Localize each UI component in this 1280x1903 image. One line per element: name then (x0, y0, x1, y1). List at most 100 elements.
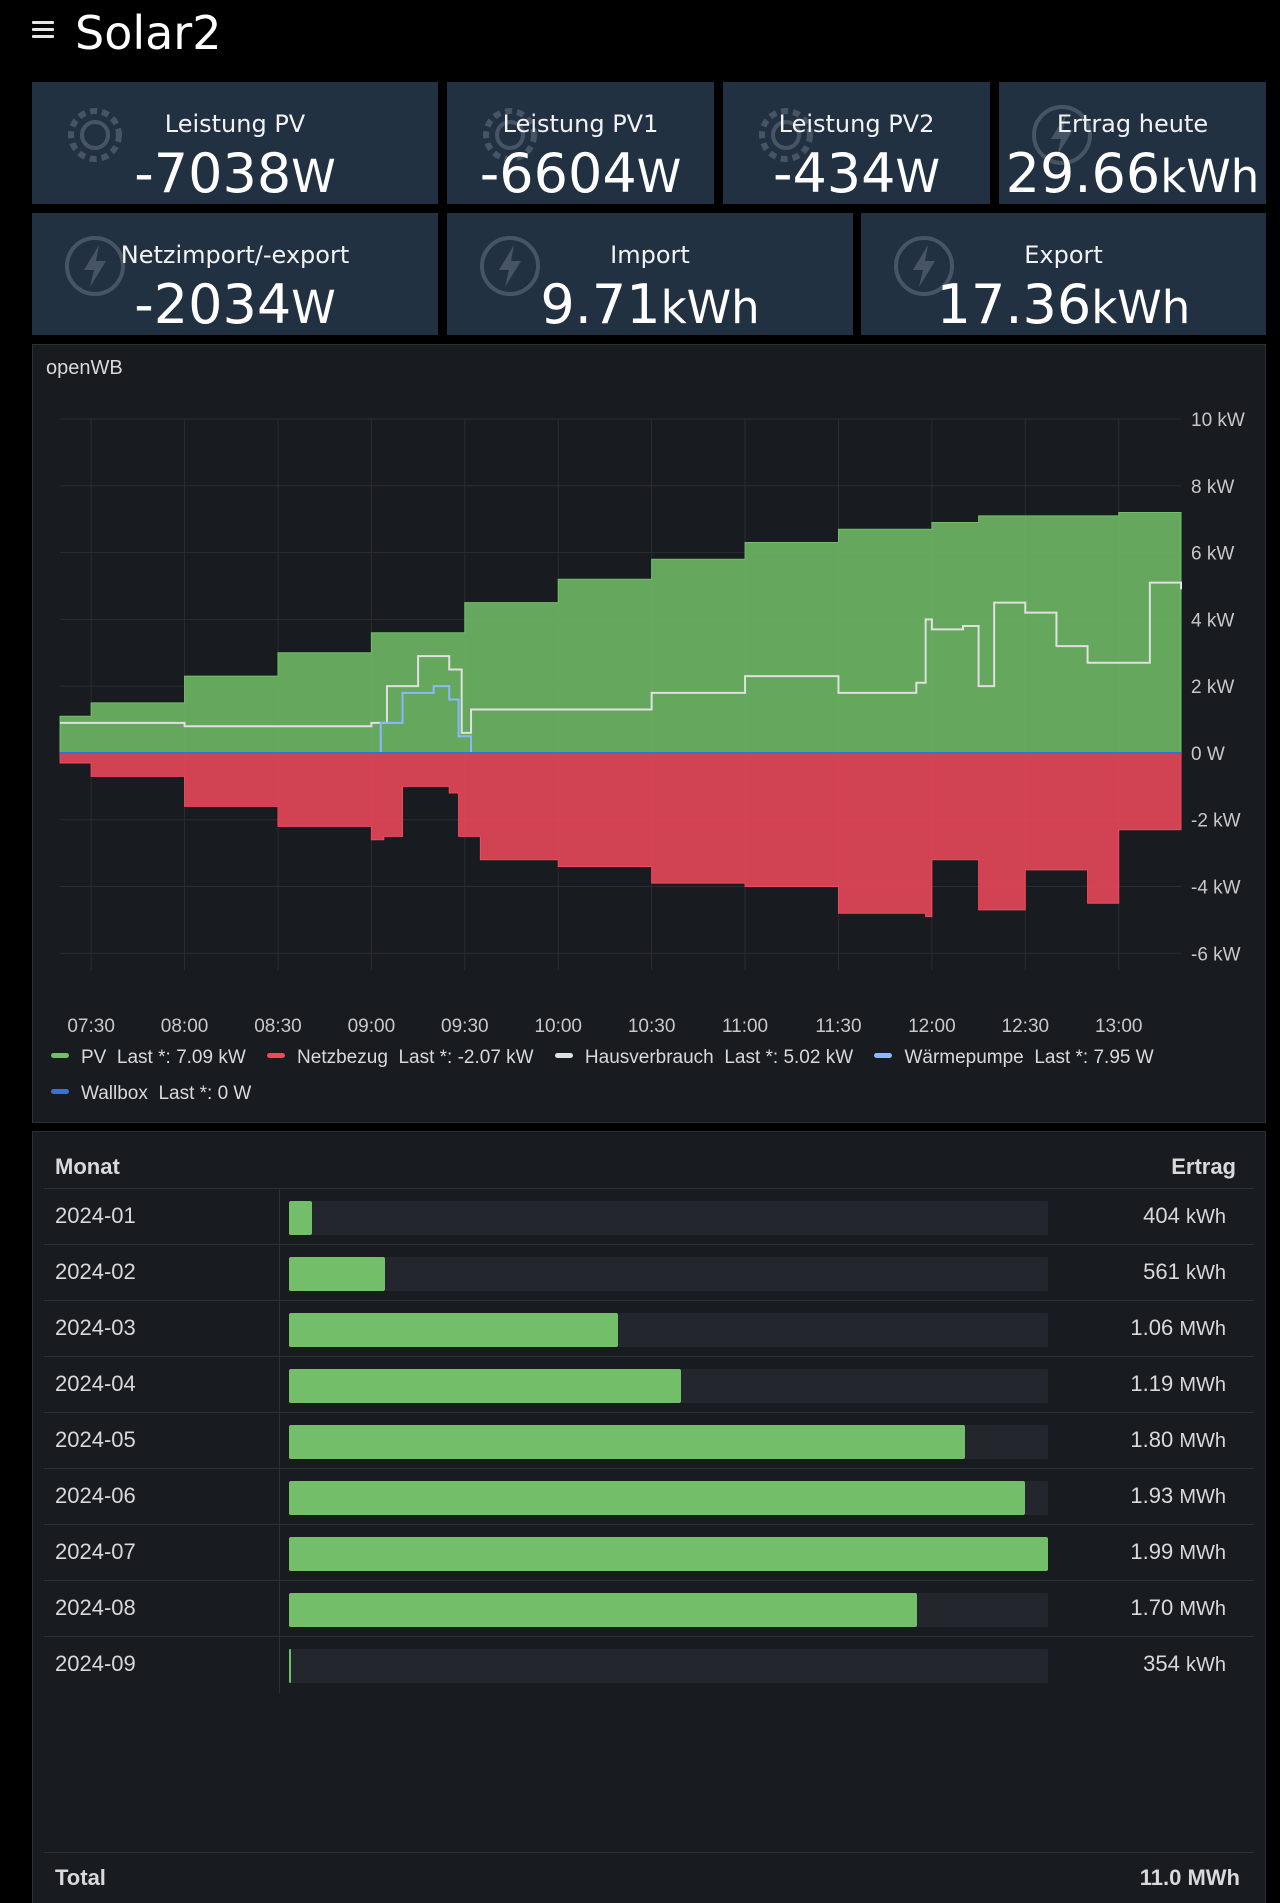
month-cell: 2024-02 (55, 1259, 136, 1284)
stat-value: 17.36kWh (936, 273, 1191, 335)
table-row: 2024-02 561 kWh (44, 1244, 1254, 1301)
x-tick-label: 08:00 (161, 1016, 209, 1037)
series-waermepumpe-line (60, 685, 1181, 754)
month-cell: 2024-09 (55, 1651, 136, 1676)
x-tick-label: 10:30 (628, 1016, 676, 1037)
stat-label: Export (1024, 241, 1103, 269)
legend-swatch (51, 1089, 69, 1095)
legend-swatch (874, 1053, 893, 1059)
yield-value: 1.99 MWh (1130, 1539, 1226, 1564)
x-tick-label: 12:30 (1002, 1016, 1050, 1037)
stat-import[interactable]: Import 9.71kWh (447, 213, 853, 335)
yield-gauge-fill (289, 1537, 1048, 1571)
month-cell: 2024-06 (55, 1483, 136, 1508)
stat-ertrag-heute[interactable]: Ertrag heute 29.66kWh (999, 82, 1266, 204)
yield-gauge (289, 1201, 1048, 1235)
column-divider (279, 1525, 280, 1581)
y-tick-label: 2 kW (1191, 677, 1234, 698)
stat-label: Ertrag heute (1056, 110, 1209, 138)
y-tick-label: 6 kW (1191, 544, 1234, 565)
column-header-ertrag[interactable]: Ertrag (1171, 1154, 1236, 1179)
stat-value: -6604W (479, 142, 682, 204)
yield-gauge (289, 1537, 1048, 1571)
hamburger-menu-icon[interactable] (32, 18, 54, 40)
series-hausverbrauch-line (60, 581, 1182, 734)
yield-gauge (289, 1313, 1048, 1347)
stat-label: Leistung PV1 (502, 110, 659, 138)
total-value: 11.0 MWh (1139, 1865, 1240, 1890)
yield-value: 1.80 MWh (1130, 1427, 1226, 1452)
column-divider (279, 1581, 280, 1637)
stat-value: -7038W (134, 142, 336, 204)
series-pv-area (59, 512, 1182, 754)
yield-gauge-fill (289, 1481, 1025, 1515)
gear-icon (759, 108, 813, 162)
yield-value: 404 kWh (1143, 1203, 1226, 1228)
legend-item-waermepumpe[interactable]: Wärmepumpe Last *: 7.95 W (874, 1047, 1154, 1069)
month-cell: 2024-03 (55, 1315, 136, 1340)
y-tick-label: 10 kW (1191, 410, 1245, 431)
table-row: 2024-07 1.99 MWh (44, 1524, 1254, 1581)
legend-item-hausverbrauch[interactable]: Hausverbrauch Last *: 5.02 kW (554, 1047, 853, 1069)
table-row: 2024-09 354 kWh (44, 1636, 1254, 1693)
legend-swatch (554, 1053, 573, 1059)
column-divider (279, 1469, 280, 1525)
stat-value: -434W (772, 142, 941, 204)
x-tick-label: 09:00 (348, 1016, 396, 1037)
yield-gauge-fill (289, 1425, 965, 1459)
column-divider (279, 1301, 280, 1357)
yield-value: 1.19 MWh (1130, 1371, 1226, 1396)
x-tick-label: 10:00 (534, 1016, 582, 1037)
yield-gauge (289, 1649, 1048, 1683)
yield-gauge-fill (289, 1649, 291, 1683)
openwb-chart[interactable]: 10 kW 8 kW 6 kW 4 kW 2 kW 0 W -2 kW -4 kW -6 kW 0… (33, 345, 1265, 1045)
yield-gauge-fill (289, 1201, 312, 1235)
yield-gauge-fill (289, 1257, 385, 1291)
month-cell: 2024-05 (55, 1427, 136, 1452)
stat-label: Leistung PV2 (778, 110, 935, 138)
column-divider (279, 1413, 280, 1469)
legend-item-wallbox[interactable]: Wallbox Last *: 0 W (51, 1083, 251, 1105)
yield-gauge (289, 1257, 1048, 1291)
yield-value: 1.93 MWh (1130, 1483, 1226, 1508)
lightning-icon (1032, 105, 1092, 165)
openwb-chart-panel: openWB 10 kW 8 kW 6 kW 4 kW 2 kW 0 W -2 kW -4 k… (32, 344, 1266, 1123)
stat-label: Leistung PV (164, 110, 306, 138)
stat-export[interactable]: Export 17.36kWh (861, 213, 1266, 335)
lightning-icon (894, 236, 954, 296)
stat-leistung-pv2[interactable]: Leistung PV2 -434W (723, 82, 990, 204)
stat-value: 29.66kWh (1005, 142, 1260, 204)
table-row: 2024-06 1.93 MWh (44, 1468, 1254, 1525)
panel-title[interactable]: openWB (46, 357, 123, 379)
table-row: 2024-04 1.19 MWh (44, 1356, 1254, 1413)
top-bar: Solar2 (0, 0, 1280, 70)
stat-leistung-pv1[interactable]: Leistung PV1 -6604W (447, 82, 714, 204)
legend-swatch (51, 1053, 69, 1059)
chart-legend: PV Last *: 7.09 kW Netzbezug Last *: -2.… (51, 1047, 1170, 1069)
page-title: Solar2 (75, 6, 222, 60)
month-cell: 2024-04 (55, 1371, 136, 1396)
gear-icon (483, 108, 537, 162)
stat-label: Import (610, 241, 690, 269)
x-tick-label: 13:00 (1095, 1016, 1143, 1037)
column-divider (279, 1357, 280, 1413)
stat-netzimport-export[interactable]: Netzimport/-export -2034W (32, 213, 438, 335)
yield-gauge (289, 1481, 1048, 1515)
chart-legend-row2: Wallbox Last *: 0 W (51, 1083, 267, 1105)
legend-item-netzbezug[interactable]: Netzbezug Last *: -2.07 kW (267, 1047, 534, 1069)
y-tick-label: 8 kW (1191, 477, 1234, 498)
x-tick-label: 07:30 (67, 1016, 115, 1037)
column-divider (279, 1189, 280, 1245)
yield-value: 561 kWh (1143, 1259, 1226, 1284)
yield-value: 1.70 MWh (1130, 1595, 1226, 1620)
series-netzbezug-area (59, 752, 1182, 918)
yield-value: 354 kWh (1143, 1651, 1226, 1676)
lightning-icon (480, 236, 540, 296)
column-header-monat[interactable]: Monat (55, 1154, 120, 1179)
x-tick-label: 11:30 (815, 1016, 861, 1037)
table-row: 2024-01 404 kWh (44, 1188, 1254, 1245)
stat-leistung-pv[interactable]: Leistung PV -7038W (32, 82, 438, 204)
y-tick-label: 4 kW (1191, 610, 1234, 631)
legend-item-pv[interactable]: PV Last *: 7.09 kW (51, 1047, 246, 1069)
y-tick-label: -6 kW (1191, 944, 1241, 965)
